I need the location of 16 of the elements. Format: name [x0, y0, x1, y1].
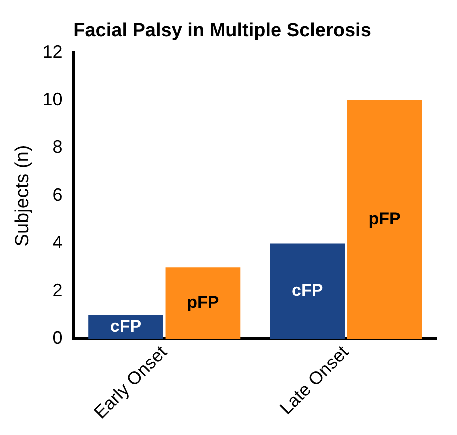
y-tick-label: 10	[42, 90, 63, 110]
y-tick-label: 6	[52, 184, 63, 205]
bar	[270, 244, 346, 340]
y-tick-label: 0	[52, 328, 63, 348]
y-tick-label: 8	[52, 137, 63, 158]
y-axis-title: Subjects (n)	[12, 145, 34, 247]
y-tick-label: 4	[52, 232, 63, 253]
y-tick-label: 12	[42, 42, 63, 62]
bar	[166, 268, 241, 340]
series-label: pFP	[187, 293, 220, 312]
bar	[347, 100, 422, 340]
text: cFP	[292, 281, 324, 300]
text: pFP	[368, 210, 401, 229]
series-label: cFP	[110, 316, 142, 336]
y-tick-label: 2	[52, 280, 63, 300]
chart-title: Facial Palsy in Multiple Sclerosis	[74, 20, 372, 42]
